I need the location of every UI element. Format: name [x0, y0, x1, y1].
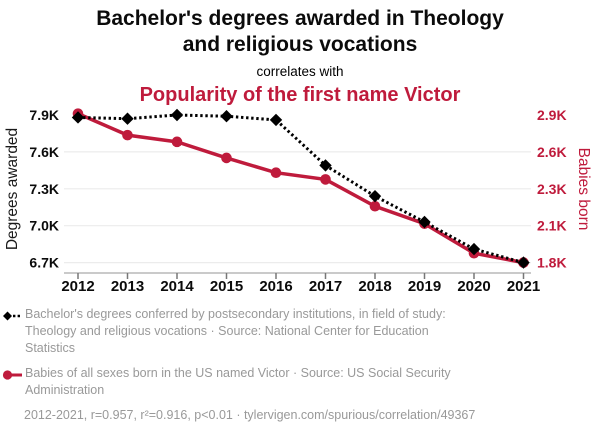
data-point-diamond [170, 108, 184, 122]
x-axis-tick-label: 2015 [210, 278, 243, 295]
legend-label-victor: Babies of all sexes born in the US named… [25, 366, 451, 397]
x-axis-tick-label: 2019 [408, 278, 441, 295]
left-axis-title: Degrees awarded [4, 128, 21, 250]
right-axis-tick-label: 1.8K [537, 255, 567, 271]
x-axis-tick-label: 2018 [358, 278, 391, 295]
page-title: Bachelor's degrees awarded in Theology a… [96, 7, 504, 56]
x-axis-tick-label: 2021 [507, 278, 540, 295]
right-axis-tick-label: 2.6K [537, 144, 567, 160]
data-point-diamond [418, 215, 431, 229]
correlated-series-title: Popularity of the first name Victor [139, 84, 461, 107]
correlates-with-label: correlates with [256, 64, 344, 80]
left-axis-tick-label: 7.3K [29, 181, 59, 197]
data-point-circle [270, 167, 282, 178]
series-line-circle [77, 112, 524, 265]
x-axis-tick-label: 2013 [111, 278, 144, 295]
stats-footer: 2012-2021, r=0.957, r²=0.916, p<0.01 · t… [24, 407, 476, 422]
data-point-circle [221, 152, 232, 164]
data-point-diamond [517, 256, 530, 269]
data-point-diamond [467, 242, 481, 256]
data-point-diamond [319, 159, 332, 172]
data-point-circle [122, 129, 133, 141]
right-axis-title: Babies born [575, 148, 592, 231]
legend-item-victor: Babies of all sexes born in the US named… [2, 365, 588, 399]
data-point-circle [369, 200, 381, 212]
degrees-series-legend-marker [3, 311, 22, 321]
left-axis-tick-label: 6.7K [29, 255, 59, 271]
legend-label-degrees: Bachelor's degrees conferred by postseco… [25, 307, 446, 355]
data-point-diamond [71, 111, 85, 124]
left-axis-tick-label: 7.6K [29, 144, 59, 160]
right-axis-tick-label: 2.3K [537, 181, 567, 197]
x-axis-tick-label: 2014 [160, 278, 194, 295]
legend-item-degrees: Bachelor's degrees conferred by postseco… [2, 306, 588, 356]
data-point-circle [320, 174, 331, 185]
data-point-diamond [368, 189, 382, 203]
x-axis-tick-label: 2012 [61, 278, 94, 295]
left-axis-tick-label: 7.9K [29, 107, 59, 123]
data-point-diamond [220, 110, 233, 123]
header: Bachelor's degrees awarded in Theology a… [0, 6, 600, 107]
legend: Bachelor's degrees conferred by postseco… [2, 306, 588, 422]
data-point-diamond [121, 112, 134, 125]
right-axis-tick-label: 2.9K [537, 107, 567, 123]
data-point-circle [171, 136, 183, 148]
x-axis-tick-label: 2020 [457, 278, 490, 295]
x-axis-tick-label: 2017 [309, 278, 342, 295]
left-axis-tick-label: 7.0K [29, 218, 59, 234]
x-axis-tick-label: 2016 [259, 278, 292, 295]
right-axis-tick-label: 2.1K [537, 218, 567, 234]
victor-series-legend-marker [2, 370, 22, 380]
line-chart: 7.9K 2.9K 7.6K 2.6K 7.3K 2.3K 7.0K 2.1K 6.7K 1.8K… [4, 107, 592, 295]
